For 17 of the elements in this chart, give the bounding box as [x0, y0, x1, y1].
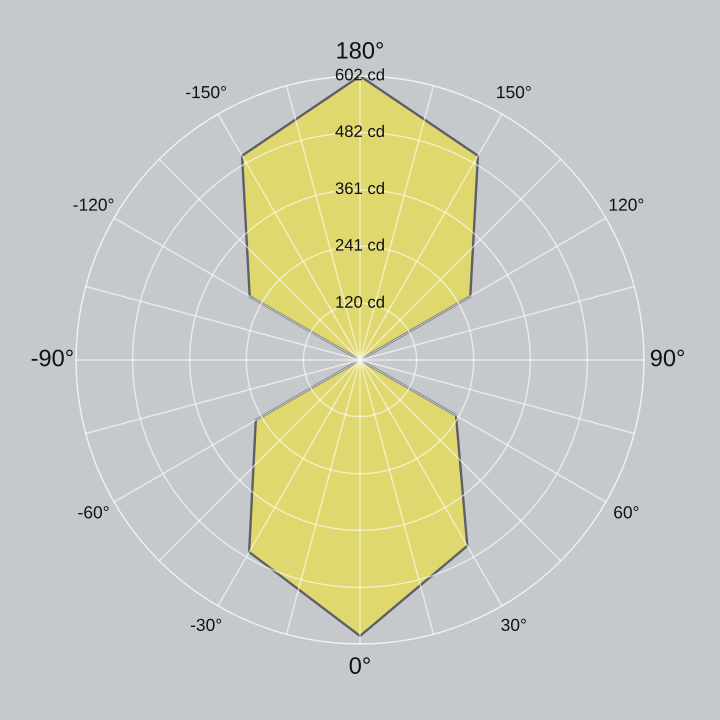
spoke-label: 30°	[501, 618, 526, 632]
y-tick-label: 361 cd	[336, 182, 384, 194]
spoke-label: -60°	[78, 506, 109, 518]
spoke-label: 0°	[350, 657, 370, 674]
spoke-label: 90°	[650, 350, 684, 366]
spoke-label: -90°	[32, 350, 73, 366]
y-tick-label: 241 cd	[336, 238, 384, 251]
spoke-label: -150°	[186, 86, 226, 98]
spoke-label: 120°	[610, 198, 644, 211]
y-tick-label: 482 cd	[335, 124, 384, 138]
spoke-label: -30°	[190, 618, 222, 632]
spoke-label: 60°	[614, 506, 638, 518]
y-tick-label: 120 cd	[336, 296, 384, 308]
y-tick-label: 602 cd	[336, 68, 384, 80]
spoke-label: 150°	[497, 86, 531, 98]
spoke-label: 180°	[337, 42, 384, 59]
spoke-label: -120°	[74, 198, 114, 211]
